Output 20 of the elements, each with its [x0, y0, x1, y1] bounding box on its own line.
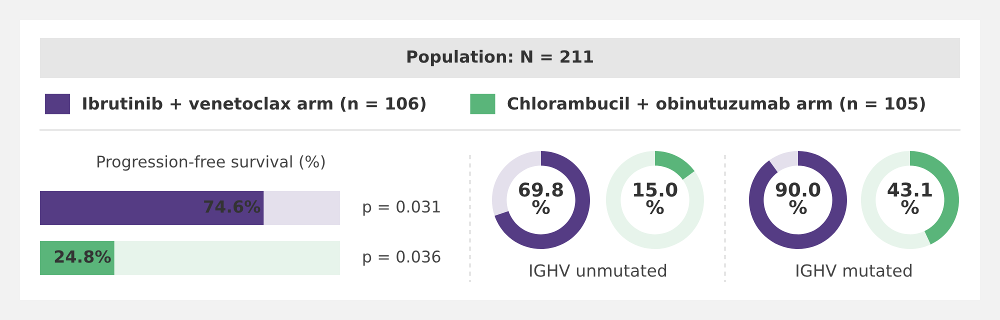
data-label: 90.0 %: [776, 182, 820, 214]
text: p = 0.031: [363, 200, 440, 216]
donut-slice: [494, 150, 590, 250]
donut-slice: [655, 150, 695, 180]
donut-slice: [769, 150, 798, 172]
data-label: 24.8%: [54, 250, 111, 263]
legend-label: Ibrutinib + venetoclax arm (n = 106): [83, 96, 426, 112]
data-label: 43.1 %: [888, 182, 932, 214]
donut-slice: [606, 150, 704, 250]
legend-label: Chlorambucil + obinutuzumab arm (n = 105): [508, 96, 925, 112]
text: IGHV mutated: [796, 264, 912, 277]
donut-slice: [860, 150, 931, 250]
text: p = 0.036: [363, 250, 440, 266]
donut-slice: [748, 150, 848, 250]
text: Population: N = 211: [407, 50, 593, 66]
data-label: 15.0 %: [634, 182, 678, 214]
chart-title: Progression-free survival (%): [98, 155, 325, 171]
data-label: 69.8 %: [519, 182, 563, 214]
data-label: 74.6%: [204, 200, 260, 213]
text: IGHV unmutated: [530, 264, 666, 277]
